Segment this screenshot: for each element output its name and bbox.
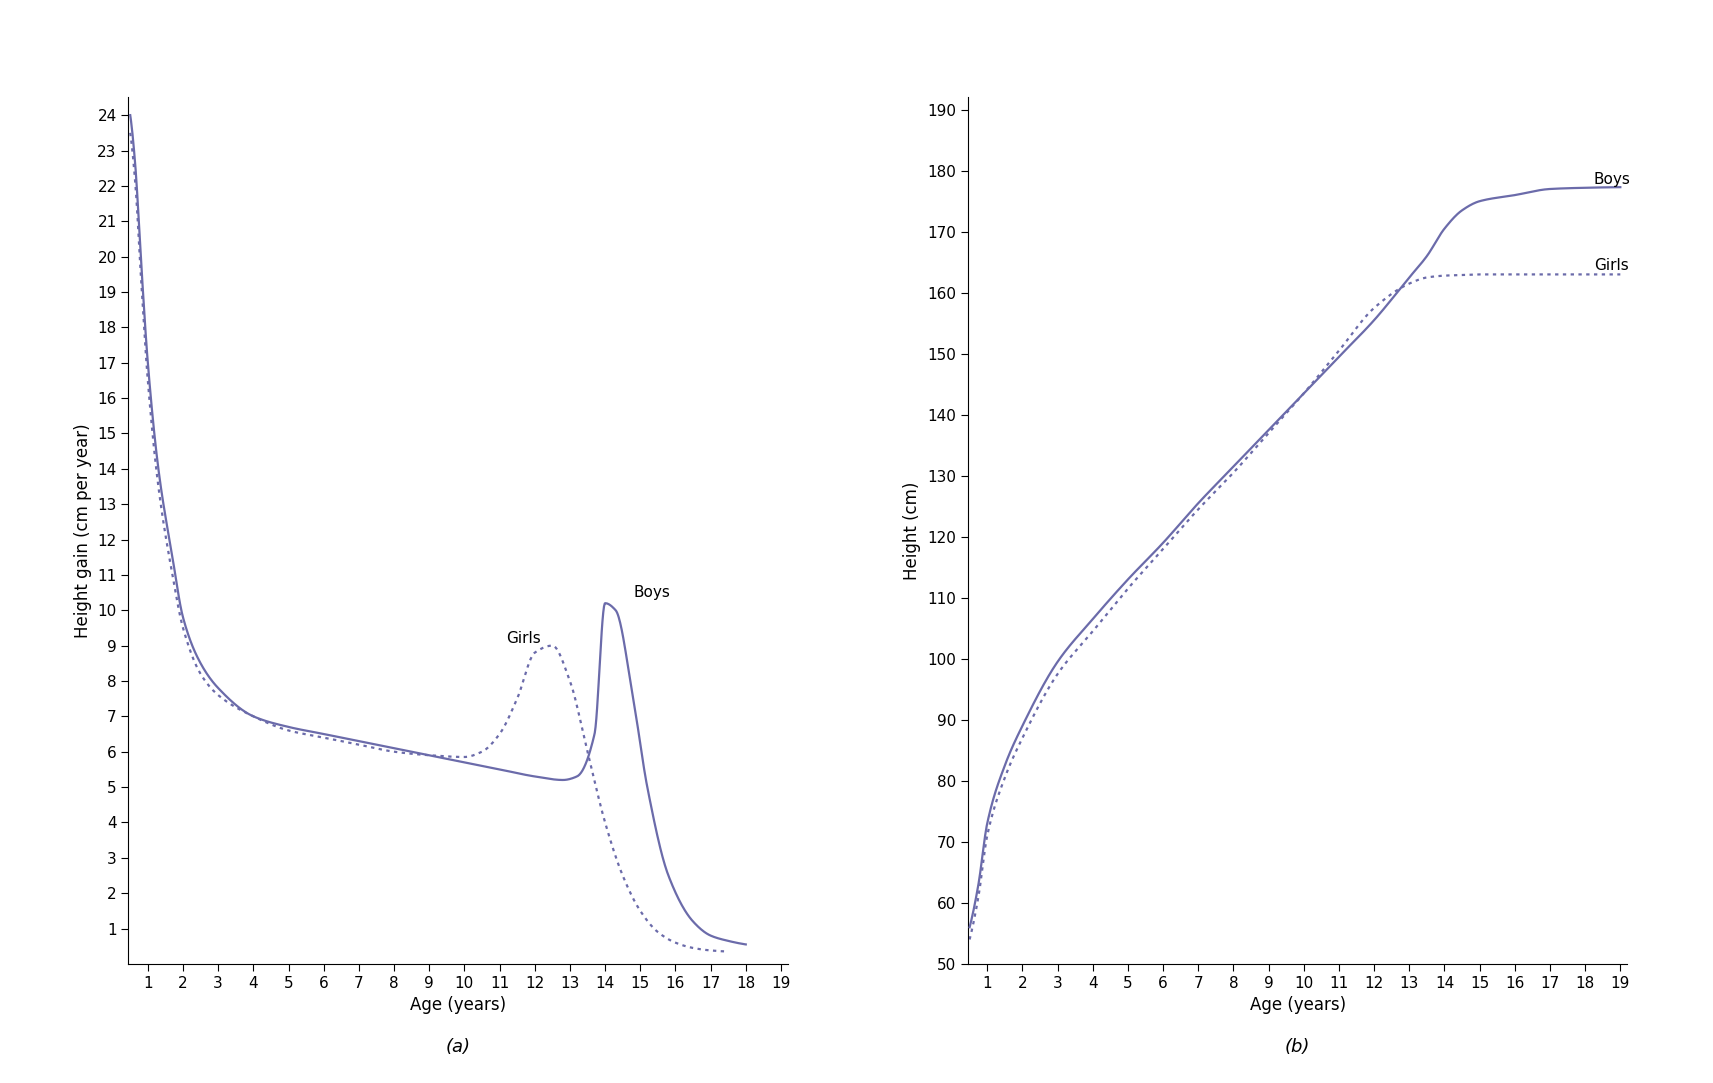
Text: Girls: Girls xyxy=(507,631,541,647)
Text: (b): (b) xyxy=(1285,1038,1310,1056)
X-axis label: Age (years): Age (years) xyxy=(409,996,507,1015)
Text: Boys: Boys xyxy=(634,585,670,600)
Y-axis label: Height (cm): Height (cm) xyxy=(903,482,922,579)
Text: Girls: Girls xyxy=(1593,258,1629,273)
Text: Boys: Boys xyxy=(1593,172,1631,187)
Y-axis label: Height gain (cm per year): Height gain (cm per year) xyxy=(74,423,93,638)
X-axis label: Age (years): Age (years) xyxy=(1249,996,1346,1015)
Text: (a): (a) xyxy=(445,1038,471,1056)
